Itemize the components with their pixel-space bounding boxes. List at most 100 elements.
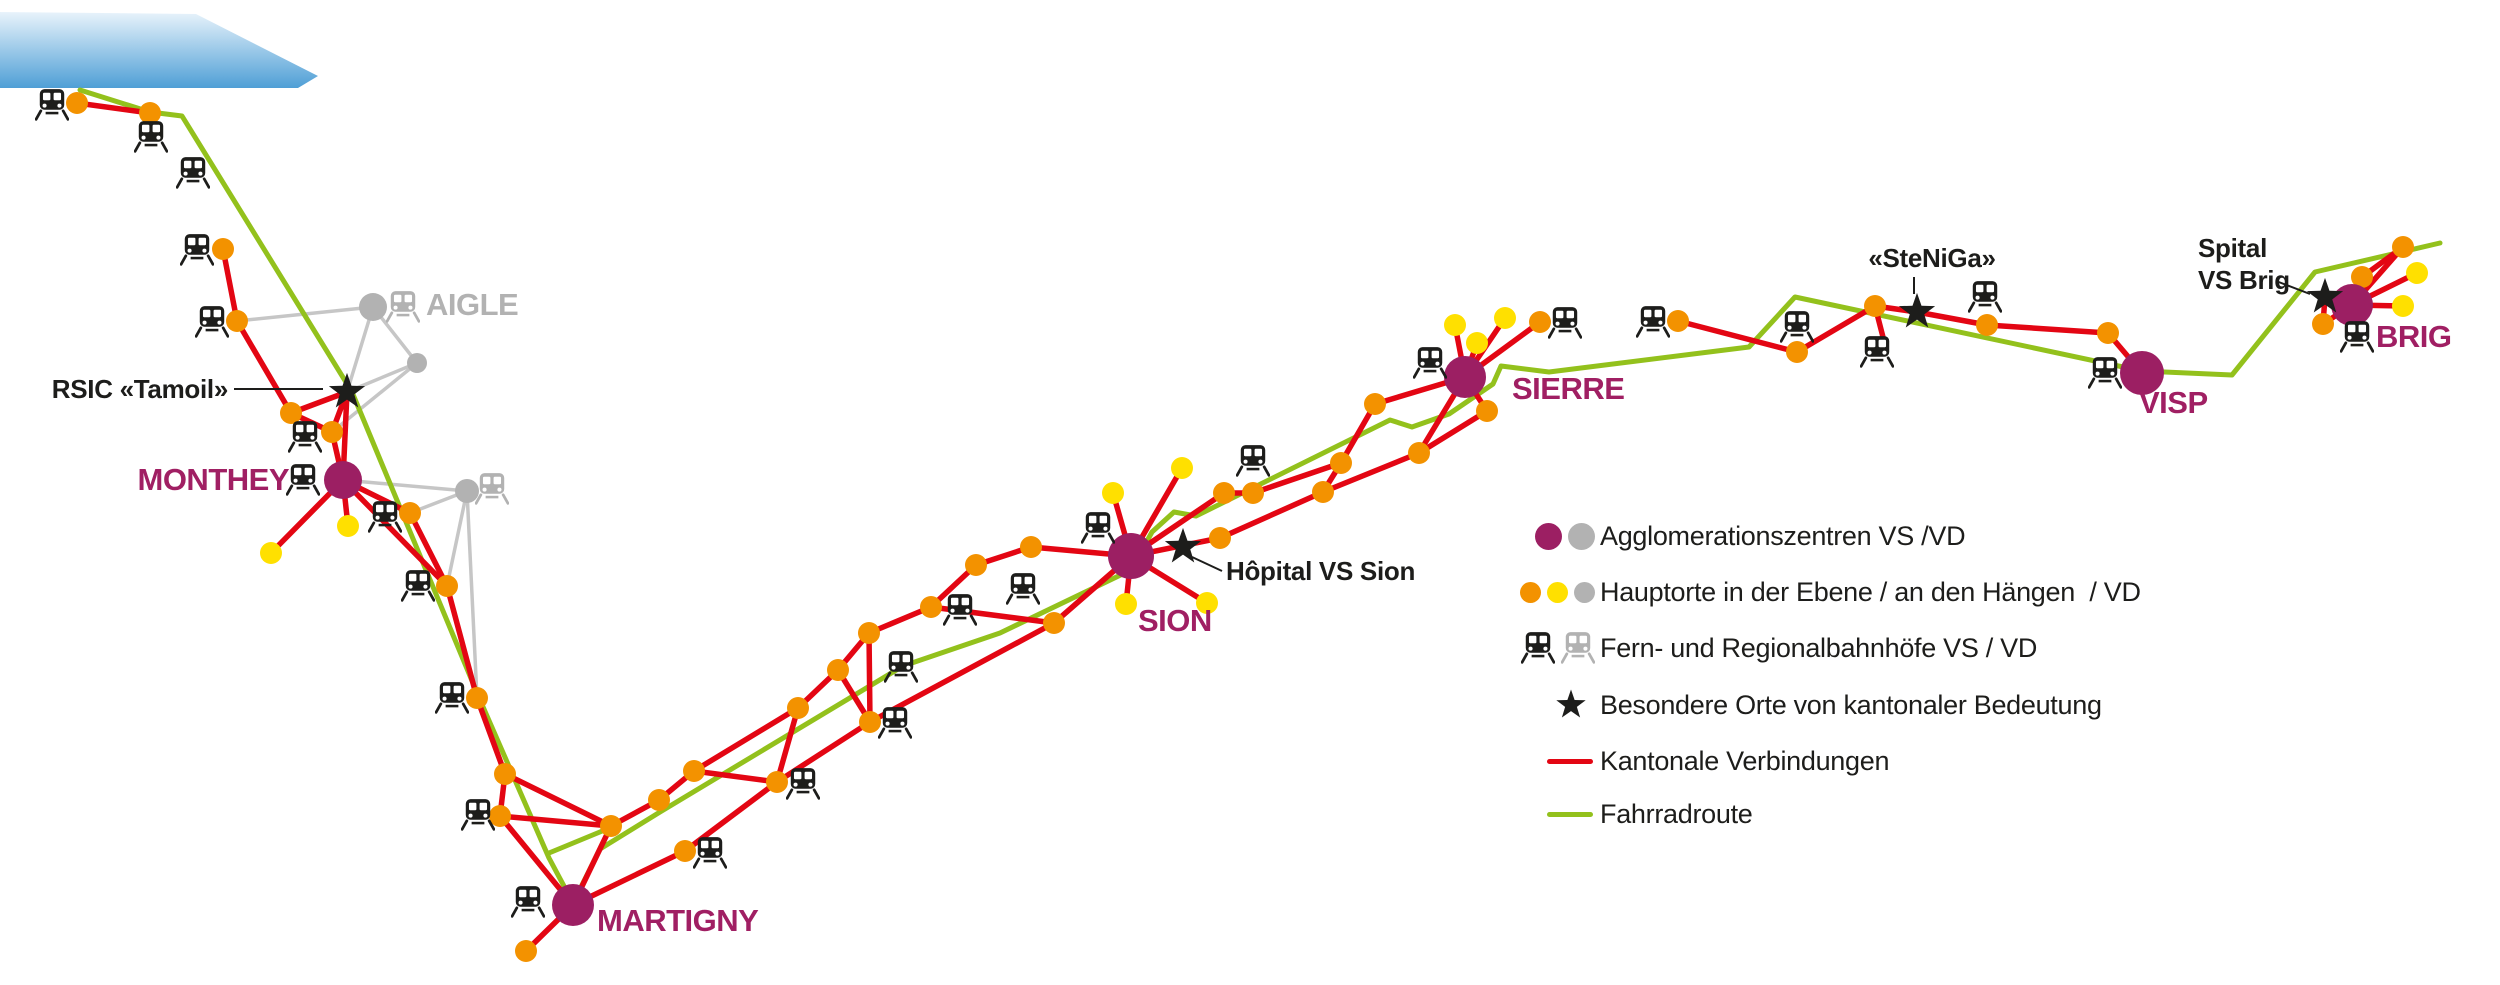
train-vs-icon xyxy=(1006,572,1040,605)
node-town-plain xyxy=(1864,295,1886,317)
red-edge xyxy=(1914,309,1990,328)
node-town-slope xyxy=(1196,592,1218,614)
train-vs-icon xyxy=(134,120,168,153)
red-edge xyxy=(691,768,780,785)
node-town-plain xyxy=(515,940,537,962)
node-town-plain xyxy=(674,840,696,862)
node-town-plain xyxy=(2392,236,2414,258)
node-vd-aigle xyxy=(359,293,387,321)
legend: Agglomerationszentren VS /VD Hauptorte i… xyxy=(1513,505,2433,845)
node-town-plain xyxy=(321,421,343,443)
city-label-brig: BRIG xyxy=(2376,319,2452,354)
node-town-plain xyxy=(827,659,849,681)
red-edge xyxy=(444,583,480,701)
green-line-swatch xyxy=(1547,811,1593,817)
node-town-plain xyxy=(466,687,488,709)
city-label-sion: SION xyxy=(1138,603,1212,638)
red-edge xyxy=(502,771,614,829)
train-vd-icon xyxy=(1561,631,1595,664)
node-town-plain xyxy=(1364,393,1386,415)
city-label-aigle: AIGLE xyxy=(426,287,518,322)
legend-row-fahrradroute: Fahrradroute xyxy=(1513,796,1753,832)
node-town-plain xyxy=(494,763,516,785)
node-town-plain xyxy=(1213,482,1235,504)
node-town-slope xyxy=(1494,307,1516,329)
node-town-plain xyxy=(66,92,88,114)
node-town-plain xyxy=(1043,612,1065,634)
train-vs-icon xyxy=(368,500,402,533)
train-vs-icon xyxy=(511,885,545,918)
red-edge xyxy=(1338,401,1378,466)
legend-row-bahnhoefe: Fern- und Regionalbahnhöfe VS / VD xyxy=(1513,630,2037,666)
legend-row-agglomeration: Agglomerationszentren VS /VD xyxy=(1513,518,1966,554)
hub-monthey xyxy=(324,461,362,499)
cycling-route xyxy=(77,87,2443,906)
node-town-plain xyxy=(965,554,987,576)
node-town-slope xyxy=(2392,295,2414,317)
node-town-plain xyxy=(859,711,881,733)
red-edge xyxy=(407,510,450,589)
leader-line xyxy=(1191,556,1223,572)
legend-label: Besondere Orte von kantonaler Bedeutung xyxy=(1600,689,2102,720)
hub-brig xyxy=(2331,284,2373,326)
node-town-plain xyxy=(1476,400,1498,422)
train-vs-icon xyxy=(401,569,435,602)
node-town-plain xyxy=(226,310,248,332)
legend-label: Kantonale Verbindungen xyxy=(1600,745,1890,776)
hub-sion xyxy=(1108,533,1154,579)
legend-label: Fern- und Regionalbahnhöfe VS / VD xyxy=(1600,632,2038,663)
red-edge xyxy=(1250,460,1344,496)
red-edge xyxy=(1320,450,1422,495)
train-vs-icon xyxy=(1636,305,1670,338)
train-vs-icon xyxy=(286,463,320,496)
node-town-slope xyxy=(1115,593,1137,615)
train-vs-icon xyxy=(2340,320,2374,353)
hub-sierre xyxy=(1444,356,1486,398)
node-town-plain xyxy=(489,805,511,827)
node-town-plain xyxy=(2351,266,2373,288)
train-vs-icon xyxy=(1521,631,1555,664)
node-vd-vd-town-1 xyxy=(407,353,427,373)
node-town-plain xyxy=(1408,442,1430,464)
train-vs-icon xyxy=(2088,356,2122,389)
train-vs-icon xyxy=(288,420,322,453)
red-edge xyxy=(866,604,934,636)
train-vs-icon xyxy=(176,156,210,189)
red-edge xyxy=(774,705,801,785)
red-edge xyxy=(691,705,801,774)
red-edge xyxy=(340,477,450,589)
train-vd-icon xyxy=(475,472,509,505)
train-vs-icon xyxy=(1081,511,1115,544)
node-town-plain xyxy=(683,760,705,782)
legend-row-hauptorte: Hauptorte in der Ebene / an den Hängen /… xyxy=(1513,574,2141,610)
node-town-plain xyxy=(1209,527,1231,549)
annotation-hopital-vs-sion: Hôpital VS Sion xyxy=(1226,556,1415,586)
node-town-slope xyxy=(1444,314,1466,336)
node-town-plain xyxy=(766,771,788,793)
node-town-plain xyxy=(2312,313,2334,335)
node-town-plain xyxy=(280,402,302,424)
star-icon-hopital-vs-sion xyxy=(1164,527,1202,563)
star-icon xyxy=(1556,689,1586,718)
red-edge xyxy=(234,318,294,416)
red-edge xyxy=(1794,303,1878,355)
node-town-plain xyxy=(1976,314,1998,336)
legend-label: Fahrradroute xyxy=(1600,798,1753,829)
node-town-plain xyxy=(436,575,458,597)
train-vs-icon xyxy=(195,305,229,338)
train-vs-icon xyxy=(1236,444,1270,477)
red-edge xyxy=(866,630,873,725)
node-town-slope xyxy=(337,515,359,537)
gray-edge xyxy=(465,489,479,700)
legend-row-besondere-orte: Besondere Orte von kantonaler Bedeutung xyxy=(1513,687,2102,723)
node-vd-vd-town-2 xyxy=(455,479,479,503)
train-vs-icon xyxy=(35,88,69,121)
node-town-slope xyxy=(1171,457,1193,479)
red-edge xyxy=(497,813,614,829)
hub-visp xyxy=(2120,351,2164,395)
legend-label: Hauptorte in der Ebene / an den Hängen /… xyxy=(1600,576,2141,607)
red-edge xyxy=(1675,318,1800,355)
red-edge xyxy=(1984,322,2111,336)
train-vs-icon xyxy=(1968,280,2002,313)
